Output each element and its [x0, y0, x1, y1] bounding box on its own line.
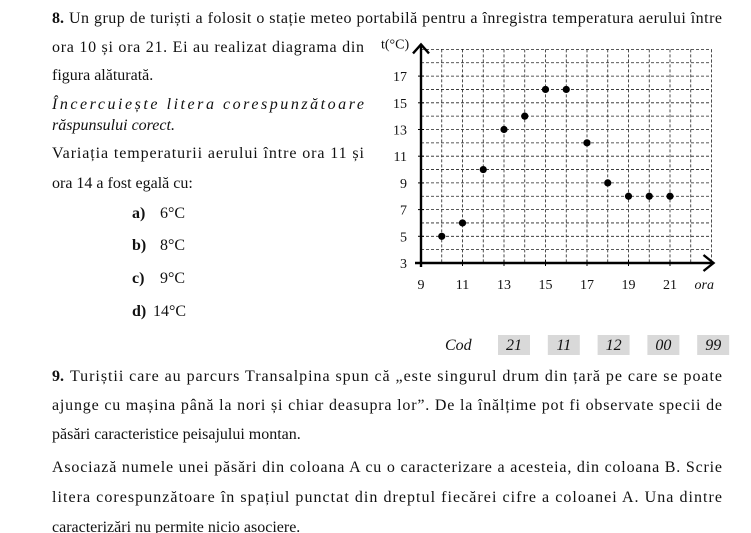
y-tick-label: 5 [400, 230, 407, 245]
option-letter: b) [132, 237, 146, 254]
x-axis-label: ora [695, 278, 714, 293]
text-line: Un grup de turiști a folosit o stație me… [69, 10, 722, 27]
text-line: Asociază numele unei păsări din coloana … [52, 459, 722, 476]
instruction-line: Încercuiește litera corespunzătoare [51, 94, 364, 113]
y-tick-label: 3 [400, 257, 407, 272]
question-line: Variația temperaturii aerului între ora … [52, 145, 365, 162]
option-letter: a) [132, 205, 145, 222]
x-tick-label: 11 [456, 278, 469, 293]
y-tick-label: 11 [394, 150, 407, 165]
y-tick-label: 17 [393, 70, 407, 85]
x-tick-label: 9 [418, 278, 425, 293]
option-text: 6°C [160, 205, 185, 222]
text-line: păsări caracteristice peisajului montan. [52, 426, 301, 443]
data-point [479, 165, 487, 174]
code-value: 21 [506, 337, 522, 354]
code-label: Cod [445, 337, 473, 354]
option-text: 14°C [153, 303, 186, 320]
data-point [604, 179, 612, 187]
code-box [547, 335, 580, 355]
text-line: caracterizări nu permite nicio asociere. [52, 519, 300, 533]
text-line: Turiștii care au parcurs Transalpina spu… [70, 368, 722, 385]
question-line: ora 14 a fost egală cu: [52, 175, 193, 192]
y-tick-label: 15 [393, 97, 407, 112]
data-point [583, 139, 591, 147]
option-text: 8°C [160, 237, 185, 254]
data-point [645, 192, 653, 200]
data-point [666, 192, 674, 200]
data-point [438, 232, 446, 240]
code-box [597, 335, 630, 355]
code-value: 12 [606, 337, 622, 354]
data-point [541, 85, 550, 94]
option-letter: c) [132, 270, 144, 287]
code-value: 11 [556, 337, 571, 354]
data-point [458, 219, 467, 227]
data-point [562, 85, 570, 94]
chart: 9 11 13 15 17 19 21 3 5 7 9 11 13 15 17 t(°C) ora [381, 37, 716, 293]
data-point [521, 112, 529, 120]
data-point [500, 125, 508, 134]
y-axis-label: t(°C) [381, 37, 409, 52]
option-letter: d) [132, 303, 146, 320]
code-box [647, 335, 680, 355]
x-axis-arrow [702, 254, 716, 272]
y-axis-arrow [412, 42, 430, 55]
instruction-line: răspunsului corect. [52, 117, 175, 134]
code-box [498, 335, 530, 355]
code-value: 99 [705, 337, 721, 354]
x-tick-label: 15 [539, 278, 553, 293]
option-text: 9°C [160, 270, 185, 287]
text-line: ajunge cu mașina până la nori și chiar d… [52, 397, 722, 414]
text-line: litera corespunzătoare în spațiul puncta… [52, 489, 722, 506]
x-tick-label: 13 [497, 278, 511, 293]
code-value: 00 [655, 337, 671, 354]
x-tick-label: 21 [663, 278, 677, 293]
data-point [624, 192, 633, 200]
code-box [697, 335, 730, 355]
y-tick-label: 9 [400, 177, 407, 192]
problem-number: 8. [52, 10, 64, 27]
y-tick-label: 7 [400, 204, 407, 219]
x-tick-label: 17 [580, 278, 594, 293]
problem-number: 9. [52, 368, 64, 385]
code-boxes: 21 11 12 00 99 [498, 335, 730, 355]
text-line: ora 10 și ora 21. Ei au realizat diagram… [52, 39, 364, 56]
text-line: figura alăturată. [52, 67, 153, 84]
y-tick-label: 13 [393, 124, 407, 139]
x-tick-label: 19 [622, 278, 636, 293]
